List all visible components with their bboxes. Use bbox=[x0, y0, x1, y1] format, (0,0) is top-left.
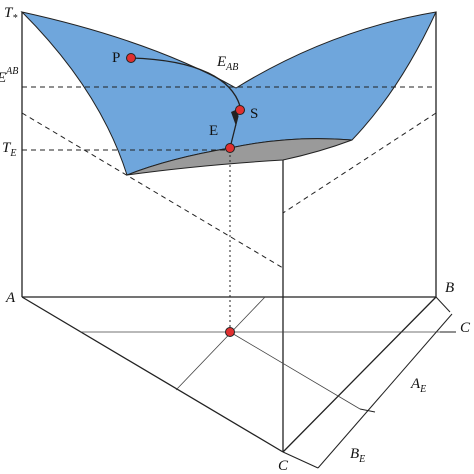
label: BE bbox=[350, 446, 365, 465]
label-main: E bbox=[0, 70, 6, 86]
label-main: E bbox=[209, 123, 218, 139]
label-main: A bbox=[5, 290, 16, 306]
label-main: E bbox=[216, 54, 226, 70]
solidus-surface bbox=[126, 138, 353, 176]
label-main: S bbox=[250, 106, 258, 122]
point-e bbox=[225, 143, 235, 153]
label: TE bbox=[2, 140, 16, 159]
label-main: C bbox=[460, 320, 471, 336]
point-p bbox=[126, 53, 136, 63]
label: C bbox=[278, 458, 289, 474]
label: EAB bbox=[216, 54, 238, 73]
label-main: P bbox=[112, 50, 120, 66]
path-curve bbox=[130, 57, 241, 107]
label: AE bbox=[410, 376, 426, 395]
label-sub: * bbox=[12, 13, 17, 24]
label-sub: AB bbox=[225, 62, 238, 73]
label-main: B bbox=[350, 446, 359, 462]
label-main: C bbox=[278, 458, 289, 474]
labels: T*EABTEABCPEABSECAEBE bbox=[0, 5, 471, 474]
label-sub: E bbox=[358, 454, 365, 465]
point-base bbox=[225, 327, 235, 337]
label: A bbox=[5, 290, 16, 306]
label: S bbox=[250, 106, 258, 122]
label: EAB bbox=[0, 66, 18, 86]
label: T* bbox=[4, 5, 17, 24]
label: E bbox=[209, 123, 218, 139]
label: P bbox=[112, 50, 120, 66]
base-lines bbox=[80, 296, 440, 410]
label: B bbox=[445, 280, 454, 296]
label-main: T bbox=[4, 5, 14, 21]
label-main: A bbox=[410, 376, 421, 392]
label-sub: E bbox=[9, 148, 16, 159]
label-sup: AB bbox=[5, 66, 18, 77]
point-s bbox=[235, 105, 245, 115]
label-main: T bbox=[2, 140, 12, 156]
label: C bbox=[460, 320, 471, 336]
dimension-lines bbox=[282, 296, 456, 469]
label-main: B bbox=[445, 280, 454, 296]
prism-frame bbox=[21, 12, 437, 453]
label-sub: E bbox=[419, 384, 426, 395]
